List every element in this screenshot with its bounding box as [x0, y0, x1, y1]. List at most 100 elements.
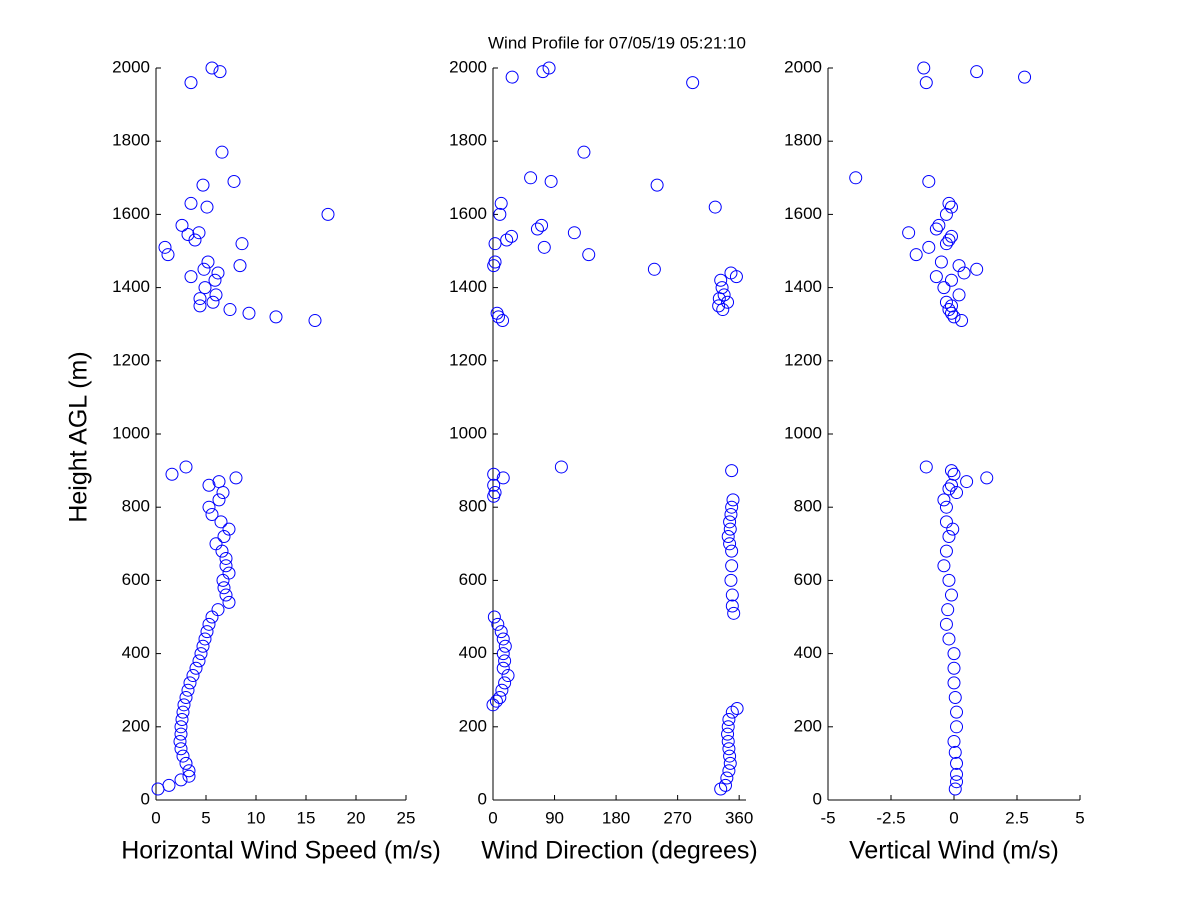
- data-point: [196, 639, 210, 653]
- data-point: [181, 683, 195, 697]
- data-point: [947, 467, 961, 481]
- data-point: [554, 460, 568, 474]
- data-point: [487, 467, 501, 481]
- data-point: [937, 493, 951, 507]
- data-point: [950, 775, 964, 789]
- data-point: [189, 661, 203, 675]
- y-tick-label: 200: [794, 716, 822, 735]
- data-point: [175, 218, 189, 232]
- data-point: [201, 255, 215, 269]
- chart-title: Wind Profile for 07/05/19 05:21:10: [488, 33, 746, 52]
- y-tick-label: 1600: [449, 204, 487, 223]
- data-point: [490, 306, 504, 320]
- data-point: [215, 145, 229, 159]
- data-point: [725, 559, 739, 573]
- data-point: [944, 229, 958, 243]
- data-point: [919, 76, 933, 90]
- data-point: [708, 200, 722, 214]
- data-point: [496, 471, 510, 485]
- data-point: [582, 248, 596, 262]
- data-point: [939, 515, 953, 529]
- y-tick-label: 1200: [784, 350, 822, 369]
- y-tick-label: 800: [122, 497, 150, 516]
- data-point: [721, 734, 735, 748]
- x-tick-label: 270: [663, 808, 691, 827]
- data-point: [179, 756, 193, 770]
- data-point: [194, 647, 208, 661]
- data-point: [213, 65, 227, 79]
- data-point: [950, 756, 964, 770]
- data-point: [176, 749, 190, 763]
- data-point: [942, 632, 956, 646]
- data-point: [902, 226, 916, 240]
- data-point: [217, 529, 231, 543]
- data-point: [939, 237, 953, 251]
- data-point: [202, 478, 216, 492]
- data-point: [321, 207, 335, 221]
- data-point: [922, 240, 936, 254]
- data-point: [947, 676, 961, 690]
- data-point: [955, 314, 969, 328]
- x-tick-label: 5: [1075, 808, 1084, 827]
- data-point: [162, 778, 176, 792]
- data-point: [177, 698, 191, 712]
- data-point: [197, 262, 211, 276]
- data-point: [219, 551, 233, 565]
- data-point: [198, 632, 212, 646]
- data-point: [722, 764, 736, 778]
- data-point: [725, 588, 739, 602]
- data-point: [504, 229, 518, 243]
- data-point: [723, 756, 737, 770]
- data-point: [212, 475, 226, 489]
- data-point: [223, 303, 237, 317]
- data-point: [202, 500, 216, 514]
- y-tick-label: 2000: [112, 57, 150, 76]
- data-point: [934, 255, 948, 269]
- y-axis-label: Height AGL (m): [65, 351, 93, 522]
- data-point: [932, 218, 946, 232]
- data-point: [505, 70, 519, 84]
- data-point: [174, 773, 188, 787]
- data-point: [193, 299, 207, 313]
- data-point: [957, 266, 971, 280]
- y-tick-label: 600: [794, 570, 822, 589]
- data-point: [488, 255, 502, 269]
- data-point: [922, 174, 936, 188]
- data-point: [542, 61, 556, 75]
- data-point: [917, 61, 931, 75]
- x-tick-label: -5: [820, 808, 835, 827]
- data-point: [647, 262, 661, 276]
- data-point: [909, 248, 923, 262]
- y-tick-label: 0: [478, 789, 487, 808]
- data-point: [181, 228, 195, 242]
- y-tick-label: 400: [459, 643, 487, 662]
- data-point: [219, 559, 233, 573]
- data-point: [184, 270, 198, 284]
- x-tick-label: 0: [488, 808, 497, 827]
- data-point: [727, 606, 741, 620]
- data-point: [184, 196, 198, 210]
- y-tick-label: 1400: [784, 277, 822, 296]
- y-tick-label: 1800: [784, 131, 822, 150]
- data-point: [724, 266, 738, 280]
- x-tick-label: 15: [297, 808, 316, 827]
- data-point: [536, 65, 550, 79]
- data-point: [493, 691, 507, 705]
- data-point: [941, 603, 955, 617]
- data-point: [487, 478, 501, 492]
- x-tick-label: 20: [347, 808, 366, 827]
- data-point: [227, 174, 241, 188]
- data-point: [308, 314, 322, 328]
- data-point: [209, 288, 223, 302]
- x-tick-label: -2.5: [876, 808, 905, 827]
- data-point: [494, 625, 508, 639]
- x-tick-label: 360: [725, 808, 753, 827]
- data-point: [217, 581, 231, 595]
- data-point: [175, 712, 189, 726]
- data-point: [650, 178, 664, 192]
- data-point: [537, 240, 551, 254]
- data-point: [211, 266, 225, 280]
- data-point: [725, 500, 739, 514]
- data-point: [919, 460, 933, 474]
